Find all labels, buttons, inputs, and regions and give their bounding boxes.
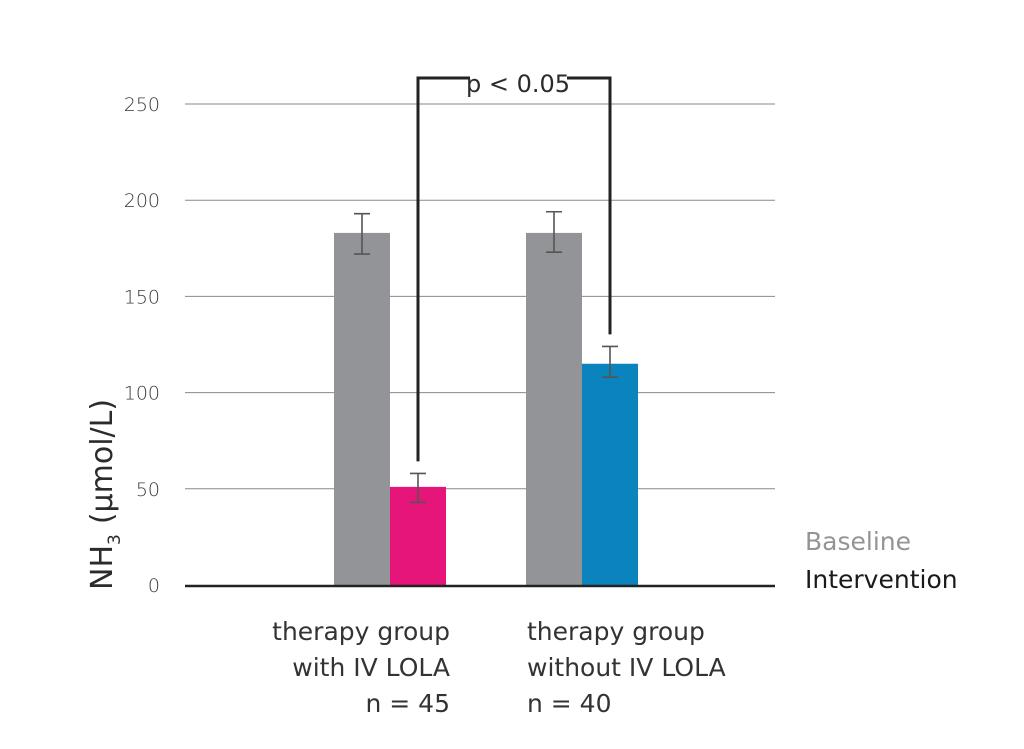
error-bars <box>354 210 618 504</box>
group-1-n-label: n = 45 <box>366 689 451 718</box>
significance-bracket <box>416 76 612 462</box>
group-1-label-line1: therapy group <box>272 617 450 646</box>
y-tick-100: 100 <box>124 383 160 405</box>
bracket-line <box>416 76 612 462</box>
error-bar-intervention-group-2 <box>602 345 618 379</box>
y-tick-150: 150 <box>124 286 160 308</box>
group-2-label-line1: therapy group <box>527 617 705 646</box>
y-tick-50: 50 <box>136 479 160 501</box>
bar-intervention-group-2 <box>582 363 638 585</box>
group-2-label-line2: without IV LOLA <box>527 653 726 682</box>
y-axis-label-subscript: 3 <box>105 534 125 545</box>
group-1-label-line2: with IV LOLA <box>292 653 450 682</box>
grid-lines <box>185 103 775 490</box>
bar-baseline-group-2 <box>526 232 582 585</box>
group-2-n-label: n = 40 <box>527 689 612 718</box>
y-axis-label-main: NH <box>85 545 120 590</box>
y-axis-label-unit: (µmol/L) <box>85 399 120 524</box>
legend-intervention: Intervention <box>805 565 958 594</box>
error-bar-baseline-group-1 <box>354 212 370 255</box>
bar-intervention-group-1 <box>390 486 446 585</box>
legend-baseline: Baseline <box>805 527 911 556</box>
error-bar-intervention-group-1 <box>410 472 426 504</box>
y-axis-label: NH3 (µmol/L) <box>85 399 125 590</box>
significance-label: p < 0.05 <box>466 70 570 98</box>
error-bar-baseline-group-2 <box>546 210 562 253</box>
bars <box>334 232 638 585</box>
y-tick-250: 250 <box>124 94 160 116</box>
y-tick-200: 200 <box>124 190 160 212</box>
y-tick-0: 0 <box>148 575 160 597</box>
y-tick-labels: 0 50 100 150 200 250 <box>124 94 160 597</box>
bar-baseline-group-1 <box>334 232 390 585</box>
